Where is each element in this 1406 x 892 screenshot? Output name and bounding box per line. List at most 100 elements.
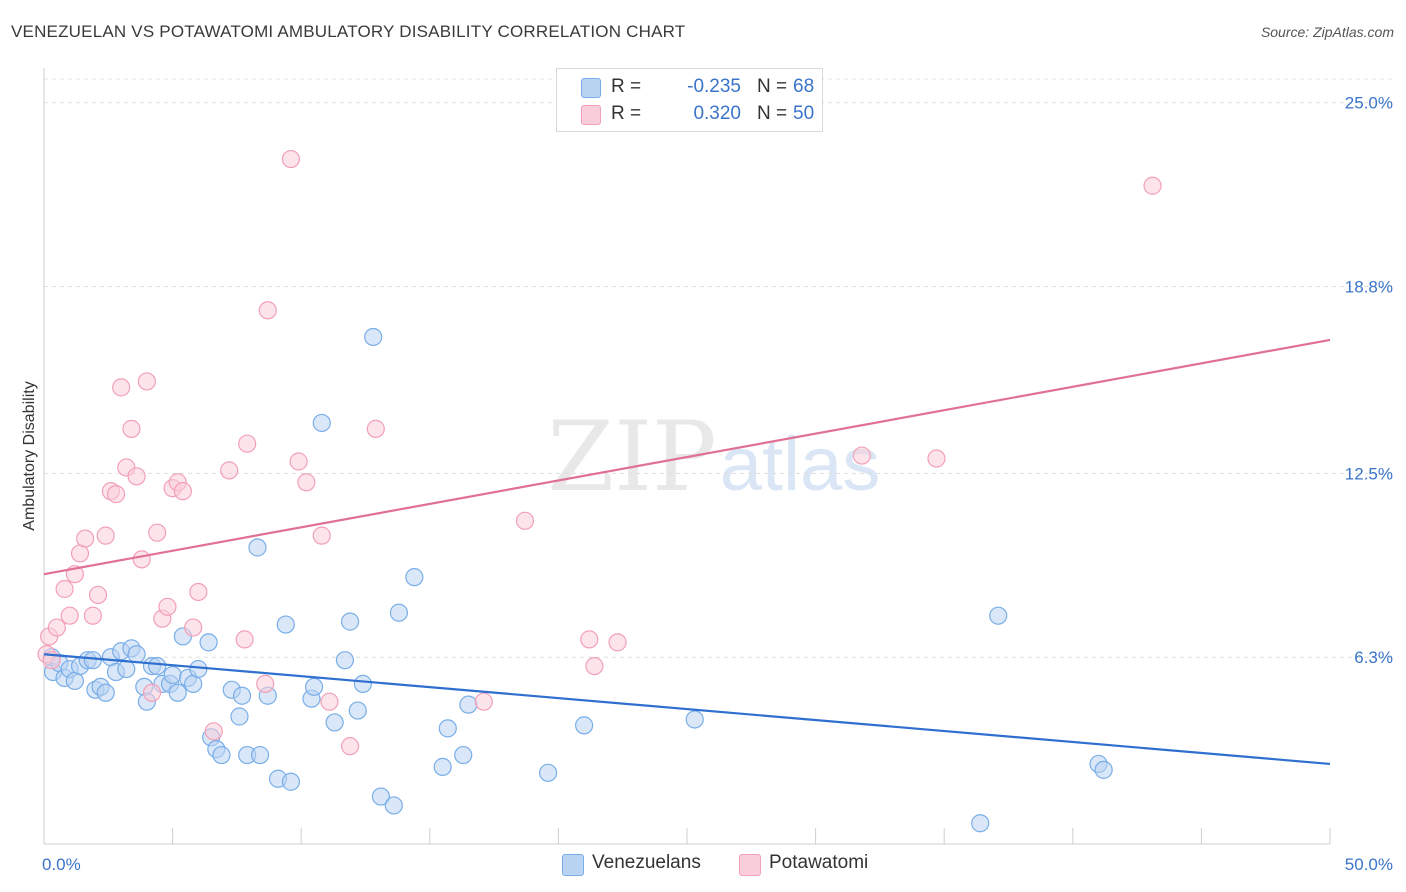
venezuelan-point: [335, 651, 355, 670]
venezuelan-point: [96, 683, 115, 702]
venezuelan-point: [384, 796, 403, 815]
potawatomi-point: [289, 452, 308, 471]
x-tick-label: 0.0%: [42, 855, 81, 874]
potawatomi-point: [1143, 176, 1162, 195]
venezuelan-point: [971, 814, 990, 833]
source-credit: Source: ZipAtlas.com: [1260, 24, 1394, 40]
venezuelans-swatch: [581, 78, 601, 98]
n-label: N =: [757, 76, 788, 97]
potawatomi-point: [204, 722, 223, 741]
venezuelan-point: [276, 615, 295, 634]
potawatomi-point: [106, 485, 126, 504]
venezuelan-trend-line: [43, 653, 1331, 766]
correlation-legend: R = -0.235 N = 68 R = 0.320 N = 50: [556, 68, 823, 132]
potawatomi-point: [220, 461, 239, 480]
venezuelan-point: [364, 327, 383, 347]
venezuelan-point: [212, 745, 231, 765]
potawatomi-point: [88, 585, 108, 605]
potawatomi-point: [852, 446, 871, 465]
venezuelan-point: [539, 763, 558, 782]
axes: [43, 68, 1331, 845]
axis-labels: 6.3% 12.5% 18.8% 25.0% 0.0% 50.0% Ambulatory D…: [21, 94, 1393, 874]
bottom-legend-label: Venezuelans: [592, 852, 701, 873]
x-tick-label: 50.0%: [1345, 855, 1393, 874]
potawatomi-point: [137, 372, 156, 391]
potawatomi-point: [142, 683, 162, 702]
n-label: N =: [757, 103, 788, 124]
y-tick-label: 6.3%: [1354, 648, 1393, 667]
venezuelan-point: [989, 606, 1008, 625]
potawatomi-point: [366, 419, 385, 438]
venezuelan-point: [405, 568, 424, 587]
venezuelan-point: [148, 656, 167, 676]
venezuelan-point: [281, 772, 301, 791]
potawatomi-point: [515, 511, 535, 530]
venezuelan-point: [389, 603, 409, 622]
potawatomi-point: [158, 597, 177, 616]
venezuelan-point: [248, 538, 267, 557]
venezuelan-point: [127, 645, 146, 664]
potawatomi-point: [148, 523, 167, 542]
venezuelan-point: [117, 659, 136, 679]
r-label: R =: [611, 76, 642, 97]
r-value: 0.320: [693, 103, 741, 124]
potawatomi-point: [281, 149, 301, 169]
potawatomi-point: [184, 618, 203, 637]
potawatomi-point: [312, 526, 331, 545]
venezuelan-point: [312, 413, 331, 433]
potawatomi-point: [127, 467, 146, 486]
venezuelan-point: [163, 665, 182, 685]
venezuelan-point: [168, 683, 187, 702]
r-value: -0.235: [687, 76, 741, 97]
potawatomi-point: [238, 434, 257, 453]
venezuelan-point: [189, 659, 208, 679]
potawatomi-trend-line: [43, 338, 1331, 576]
venezuelan-point: [250, 745, 270, 765]
venezuelan-point: [433, 757, 452, 777]
venezuelan-point: [371, 787, 391, 806]
gridlines: [44, 78, 1392, 658]
venezuelan-point: [438, 719, 457, 738]
y-axis-title: Ambulatory Disability: [21, 381, 38, 530]
trend-lines: [43, 338, 1331, 766]
y-tick-label: 25.0%: [1345, 94, 1393, 113]
venezuelan-point: [348, 701, 367, 720]
potawatomi-point: [258, 301, 277, 320]
potawatomi-point: [112, 378, 131, 397]
watermark-atlas: atlas: [720, 422, 881, 507]
potawatomi-point: [297, 473, 316, 492]
potawatomi-swatch: [739, 854, 761, 876]
venezuelan-point: [353, 674, 373, 693]
venezuelan-point: [232, 686, 252, 705]
potawatomi-point: [76, 529, 95, 548]
potawatomi-point: [927, 449, 946, 468]
r-label: R =: [611, 103, 642, 124]
potawatomi-point: [340, 737, 360, 756]
potawatomi-point: [132, 550, 151, 569]
potawatomi-point: [60, 606, 79, 625]
venezuelan-point: [685, 710, 704, 729]
potawatomi-point: [173, 482, 192, 501]
potawatomi-point: [55, 579, 74, 599]
venezuelans-swatch: [562, 854, 584, 876]
potawatomi-point: [256, 674, 275, 693]
potawatomi-point: [189, 582, 208, 602]
venezuelan-point: [304, 677, 324, 696]
potawatomi-point: [83, 606, 102, 625]
potawatomi-point: [474, 692, 493, 711]
n-value: 68: [793, 76, 815, 97]
potawatomi-swatch: [581, 105, 601, 125]
potawatomi-point: [320, 692, 339, 711]
venezuelan-point: [83, 651, 102, 670]
y-tick-label: 18.8%: [1345, 278, 1393, 297]
venezuelan-point: [454, 745, 473, 765]
venezuelan-point: [199, 633, 218, 652]
potawatomi-point: [585, 656, 604, 676]
venezuelan-point: [1094, 760, 1113, 779]
y-tick-label: 12.5%: [1345, 464, 1393, 483]
venezuelan-point: [230, 707, 249, 726]
potawatomi-point: [96, 526, 115, 545]
potawatomi-point: [580, 630, 599, 649]
venezuelan-point: [340, 612, 360, 631]
